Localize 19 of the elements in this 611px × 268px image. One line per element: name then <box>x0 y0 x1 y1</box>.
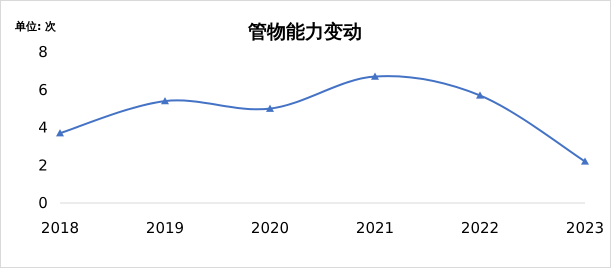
chart-title: 管物能力变动 <box>247 21 362 43</box>
point <box>476 91 484 99</box>
x-tick-label: 2018 <box>40 219 80 237</box>
x-tick-label: 2020 <box>250 219 290 237</box>
x-tick-label: 2023 <box>566 219 604 237</box>
point <box>266 104 274 112</box>
y-tick-label: 2 <box>38 156 48 174</box>
x-tick-label: 2022 <box>460 219 500 237</box>
y-tick-label: 0 <box>38 194 48 212</box>
point <box>56 129 64 136</box>
x-tick-label: 2021 <box>356 219 394 237</box>
point <box>581 157 589 165</box>
point <box>161 97 169 104</box>
y-tick-label: 8 <box>38 43 48 61</box>
x-tick-label: 2019 <box>146 219 184 237</box>
y-tick-label: 4 <box>38 118 48 136</box>
y-tick-label: 6 <box>38 80 48 99</box>
text: 单位: 次 <box>14 20 58 33</box>
point <box>371 72 379 80</box>
